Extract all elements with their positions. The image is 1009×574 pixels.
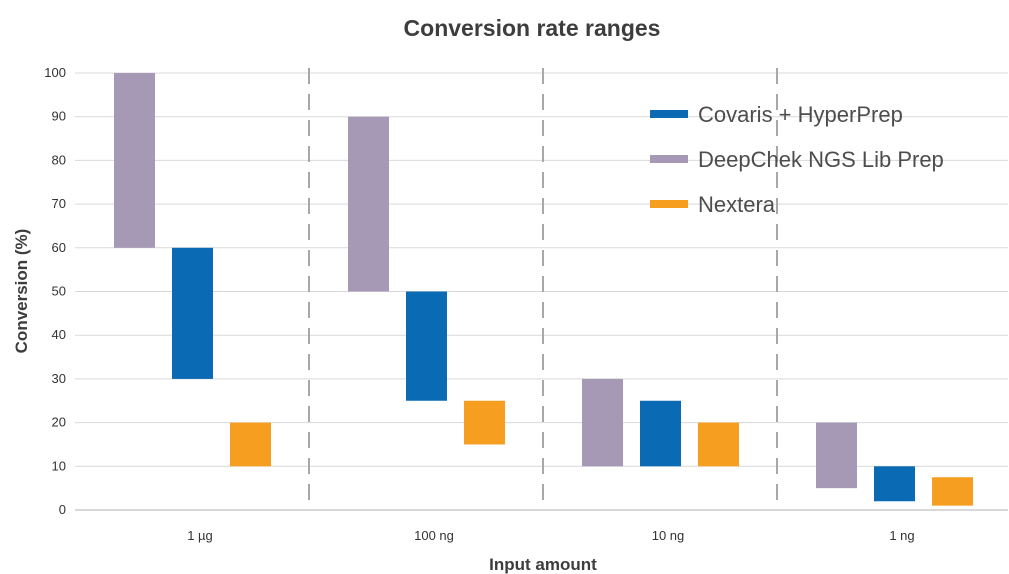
bar-deepchek-ngs-lib-prep-0 bbox=[114, 73, 155, 248]
gridlines bbox=[75, 72, 1008, 467]
y-tick-label: 100 bbox=[44, 65, 66, 80]
bar-covaris-hyperprep-2 bbox=[640, 400, 681, 467]
legend-swatch bbox=[650, 110, 688, 118]
x-tick-label: 1 µg bbox=[187, 528, 213, 543]
bar-deepchek-ngs-lib-prep-2 bbox=[582, 378, 623, 467]
y-tick-label: 60 bbox=[52, 240, 66, 255]
y-tick-label: 70 bbox=[52, 196, 66, 211]
legend-label: Covaris + HyperPrep bbox=[698, 102, 903, 127]
y-tick-label: 10 bbox=[52, 458, 66, 473]
x-axis-title: Input amount bbox=[489, 555, 597, 574]
x-tick-label: 1 ng bbox=[889, 528, 914, 543]
bars bbox=[114, 73, 973, 506]
bar-covaris-hyperprep-0 bbox=[172, 247, 213, 379]
x-tick-labels: 1 µg 100 ng 10 ng 1 ng bbox=[187, 528, 914, 543]
y-tick-labels: 0 10 20 30 40 50 60 70 80 90 100 bbox=[44, 65, 66, 517]
y-tick-label: 40 bbox=[52, 327, 66, 342]
legend-swatch bbox=[650, 155, 688, 163]
y-axis-title: Conversion (%) bbox=[12, 229, 31, 354]
legend-label: Nextera bbox=[698, 192, 776, 217]
bar-covaris-hyperprep-1 bbox=[406, 291, 447, 401]
legend: Covaris + HyperPrep DeepChek NGS Lib Prep… bbox=[650, 102, 944, 217]
y-tick-label: 30 bbox=[52, 371, 66, 386]
y-tick-label: 90 bbox=[52, 109, 66, 124]
legend-label: DeepChek NGS Lib Prep bbox=[698, 147, 944, 172]
y-tick-label: 80 bbox=[52, 152, 66, 167]
bar-covaris-hyperprep-3 bbox=[874, 466, 915, 502]
x-tick-label: 10 ng bbox=[652, 528, 685, 543]
bar-deepchek-ngs-lib-prep-3 bbox=[816, 422, 857, 489]
bar-deepchek-ngs-lib-prep-1 bbox=[348, 116, 389, 292]
chart-title: Conversion rate ranges bbox=[404, 15, 661, 41]
legend-swatch bbox=[650, 200, 688, 208]
y-tick-label: 50 bbox=[52, 284, 66, 299]
bar-nextera-3 bbox=[932, 477, 973, 506]
y-tick-label: 0 bbox=[59, 502, 66, 517]
bar-nextera-0 bbox=[230, 422, 271, 467]
category-separators bbox=[308, 68, 778, 510]
x-tick-label: 100 ng bbox=[414, 528, 454, 543]
bar-nextera-2 bbox=[698, 422, 739, 467]
bar-nextera-1 bbox=[464, 400, 505, 445]
y-tick-label: 20 bbox=[52, 415, 66, 430]
